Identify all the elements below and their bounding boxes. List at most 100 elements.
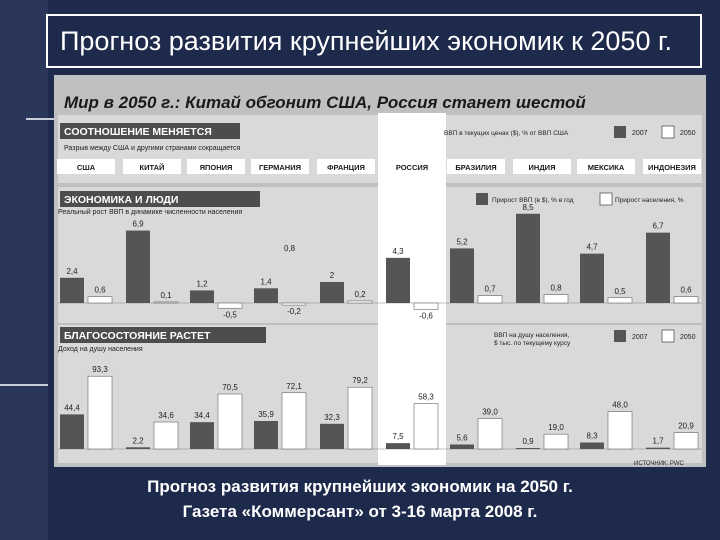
gdp-growth-bar xyxy=(450,248,474,303)
gdp-growth-bar xyxy=(320,282,344,303)
gdp-per-capita-2007-label: 32,3 xyxy=(324,413,340,422)
gdp-per-capita-2007-bar xyxy=(254,420,278,449)
population-growth-label: 0,1 xyxy=(160,291,172,300)
gdp-per-capita-2007-label: 2,2 xyxy=(132,436,144,445)
gdp-per-capita-2007-bar xyxy=(516,448,540,449)
country-tile xyxy=(123,159,181,174)
gdp-per-capita-2007-bar xyxy=(60,414,84,449)
legend1-2007-label: 2007 xyxy=(632,130,648,137)
gdp-per-capita-2050-bar xyxy=(281,392,307,450)
legend2-pop-label: Прирост населения, % xyxy=(615,197,684,204)
caption-line-1: Прогноз развития крупнейших экономик на … xyxy=(147,477,573,496)
population-growth-bar xyxy=(217,302,243,309)
gdp-per-capita-2007-label: 35,9 xyxy=(258,410,274,419)
gdp-per-capita-2007-bar xyxy=(580,442,604,449)
gdp-per-capita-2050-label: 34,6 xyxy=(158,411,174,420)
gdp-per-capita-2007-bar xyxy=(646,447,670,449)
gdp-per-capita-2050-bar xyxy=(607,411,633,450)
section1-header-bg xyxy=(60,123,240,139)
population-growth-bar xyxy=(543,294,569,304)
country-label: США xyxy=(77,163,96,172)
gdp-per-capita-2007-bar xyxy=(386,443,410,449)
gdp-growth-label: 4,3 xyxy=(392,247,404,256)
country-tile xyxy=(317,159,375,174)
population-growth-label: -0,6 xyxy=(419,311,433,320)
gdp-per-capita-2050-label: 93,3 xyxy=(92,365,108,374)
gdp-per-capita-2050-bar xyxy=(413,403,439,450)
country-tile xyxy=(577,159,635,174)
population-growth-bar xyxy=(87,296,113,304)
gdp-per-capita-2007-bar xyxy=(320,423,344,449)
gdp-per-capita-2050-bar xyxy=(347,386,373,450)
section1-title: СООТНОШЕНИЕ МЕНЯЕТСЯ xyxy=(64,126,212,138)
population-growth-label: 0,8 xyxy=(550,284,562,293)
gdp-growth-bar xyxy=(126,230,150,303)
legend3-2050-label: 2050 xyxy=(680,334,696,341)
gdp-growth-label: 1,4 xyxy=(260,277,272,286)
legend3-2007-swatch xyxy=(614,330,626,342)
section3-bars: 44,4 93,3 2,2 34,6 34,4 70,5 35,9 72,1 32,3 79,2 7… xyxy=(58,365,702,450)
gdp-per-capita-2050-label: 72,1 xyxy=(286,382,302,391)
gdp-growth-label: 8,5 xyxy=(522,203,534,212)
gdp-growth-label: 6,7 xyxy=(652,222,664,231)
gdp-per-capita-2007-label: 7,5 xyxy=(392,432,404,441)
gdp-growth-label: 1,2 xyxy=(196,279,208,288)
gdp-per-capita-2007-label: 34,4 xyxy=(194,411,210,420)
country-label: ИНДИЯ xyxy=(529,163,556,172)
gdp-growth-bar xyxy=(580,253,604,303)
headline-band xyxy=(54,89,706,113)
gdp-per-capita-2007-label: 1,7 xyxy=(652,437,664,446)
country-label: ГЕРМАНИЯ xyxy=(259,163,301,172)
gdp-per-capita-2050-label: 79,2 xyxy=(352,376,368,385)
gdp-growth-label: 2,4 xyxy=(66,267,78,276)
country-tile xyxy=(447,159,505,174)
figure-headline: Мир в 2050 г.: Китай обгонит США, Россия… xyxy=(64,93,586,112)
population-growth-label: -0,2 xyxy=(287,307,301,316)
gdp-per-capita-2050-bar xyxy=(477,418,503,450)
country-label-row: США КИТАЙ ЯПОНИЯ ГЕРМАНИЯ ФРАНЦИЯ РОССИЯ БРАЗИ… xyxy=(57,159,701,174)
slide-caption: Прогноз развития крупнейших экономик на … xyxy=(60,474,660,524)
slide-left-band xyxy=(0,0,48,540)
slide-title-box: Прогноз развития крупнейших экономик к 2… xyxy=(46,14,702,68)
population-growth-bar xyxy=(281,302,307,306)
gdp-per-capita-2007-label: 0,9 xyxy=(522,437,534,446)
legend1-2007-swatch xyxy=(614,126,626,138)
population-growth-bar xyxy=(477,295,503,304)
country-tile xyxy=(383,159,441,174)
section3-legend-title: ВВП на душу населения, $ тыс. по текущем… xyxy=(494,332,571,347)
population-growth-bar xyxy=(153,301,179,304)
country-tile xyxy=(187,159,245,174)
gdp-growth-bar xyxy=(190,290,214,303)
country-label: КИТАЙ xyxy=(140,163,165,172)
infographic-svg: Мир в 2050 г.: Китай обгонит США, Россия… xyxy=(54,89,706,467)
section2-extra-label: 0,8 xyxy=(284,244,296,253)
gdp-per-capita-2050-label: 39,0 xyxy=(482,408,498,417)
country-tile xyxy=(251,159,309,174)
gdp-per-capita-2050-bar xyxy=(543,433,569,450)
section1-legend-title: ВВП в текущих ценах ($), % от ВВП США xyxy=(444,130,569,137)
country-label: ФРАНЦИЯ xyxy=(327,163,365,172)
country-tile xyxy=(513,159,571,174)
gdp-per-capita-2050-label: 58,3 xyxy=(418,393,434,402)
population-growth-label: 0,6 xyxy=(94,286,106,295)
legend3-2050-swatch xyxy=(661,329,675,343)
gdp-per-capita-2007-label: 44,4 xyxy=(64,403,80,412)
gdp-per-capita-2007-bar xyxy=(450,444,474,449)
gdp-per-capita-2007-label: 8,3 xyxy=(586,432,598,441)
section3-title: БЛАГОСОСТОЯНИЕ РАСТЕТ xyxy=(64,330,211,342)
slide-title: Прогноз развития крупнейших экономик к 2… xyxy=(60,25,673,56)
gdp-growth-label: 6,9 xyxy=(132,220,144,229)
population-growth-label: 0,6 xyxy=(680,286,692,295)
gdp-per-capita-2007-bar xyxy=(126,447,150,449)
gdp-per-capita-2050-label: 20,9 xyxy=(678,422,694,431)
section3-subtitle: Доход на душу населения xyxy=(58,346,143,353)
gdp-per-capita-2007-label: 5,6 xyxy=(456,433,468,442)
population-growth-label: 0,2 xyxy=(354,290,366,299)
population-growth-label: 0,7 xyxy=(484,285,496,294)
gdp-per-capita-2007-bar xyxy=(190,422,214,449)
legend3-2007-label: 2007 xyxy=(632,334,648,341)
gdp-growth-label: 4,7 xyxy=(586,243,598,252)
country-label: БРАЗИЛИЯ xyxy=(455,163,496,172)
gdp-per-capita-2050-bar xyxy=(673,432,699,450)
legend2-gdp-label: Прирост ВВП (в $), % в год xyxy=(492,197,574,204)
